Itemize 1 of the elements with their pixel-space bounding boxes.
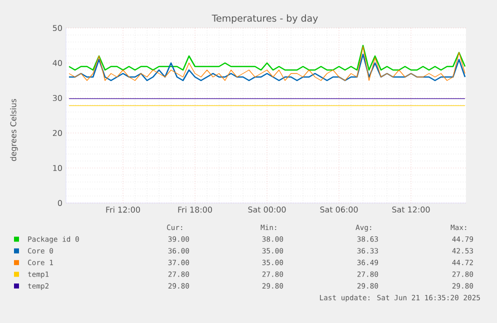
chart-title: Temperatures - by day bbox=[212, 14, 318, 24]
